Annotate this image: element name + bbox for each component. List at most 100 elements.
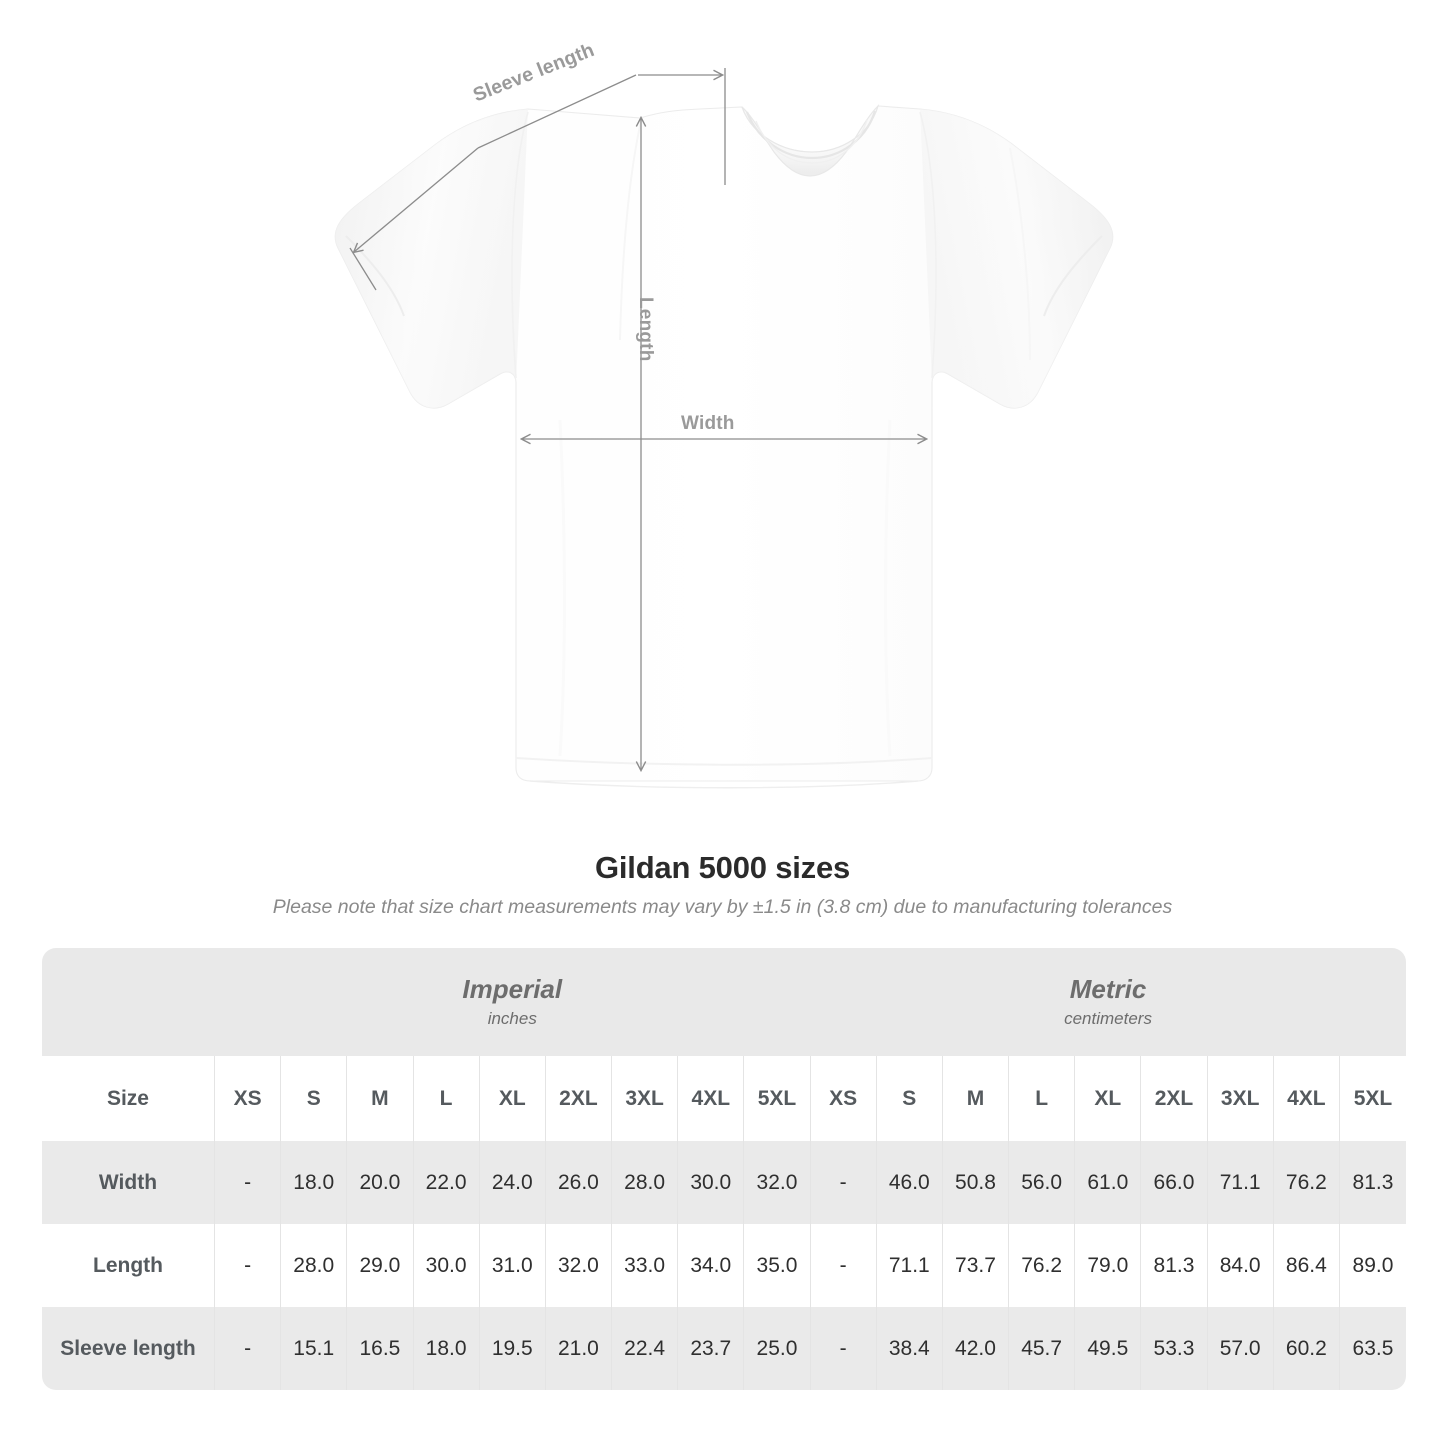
cell-length-imperial-xs: -: [213, 1224, 281, 1307]
unit-band-row: Imperial inches Metric centimeters: [42, 948, 1406, 1056]
cell-sleeve-imperial-xl: 19.5: [478, 1307, 546, 1390]
cell-length-imperial-s: 28.0: [280, 1224, 347, 1307]
cell-sleeve-imperial-4xl: 23.7: [677, 1307, 744, 1390]
size-col-metric-l: L: [1008, 1056, 1075, 1141]
cell-width-imperial-4xl: 30.0: [677, 1141, 744, 1224]
cell-width-imperial-xl: 24.0: [478, 1141, 546, 1224]
cell-length-metric-s: 71.1: [875, 1224, 943, 1307]
cell-sleeve-metric-m: 42.0: [941, 1307, 1009, 1390]
cell-sleeve-imperial-5xl: 25.0: [743, 1307, 811, 1390]
cell-length-imperial-xl: 31.0: [478, 1224, 546, 1307]
size-col-imperial-s: S: [280, 1056, 347, 1141]
unit-imperial-name: Imperial: [462, 973, 563, 1004]
cell-sleeve-imperial-xs: -: [213, 1307, 281, 1390]
cell-width-metric-xs: -: [809, 1141, 877, 1224]
cell-width-imperial-5xl: 32.0: [743, 1141, 811, 1224]
cell-length-metric-3xl: 84.0: [1206, 1224, 1274, 1307]
cell-sleeve-metric-s: 38.4: [875, 1307, 943, 1390]
size-chart-table: Imperial inches Metric centimeters Size …: [42, 948, 1406, 1390]
size-col-imperial-5xl: 5XL: [743, 1056, 811, 1141]
cell-sleeve-metric-5xl: 63.5: [1338, 1307, 1406, 1390]
table-row: Length - 28.0 29.0 30.0 31.0 32.0 33.0 3…: [42, 1224, 1406, 1307]
cell-length-imperial-l: 30.0: [412, 1224, 480, 1307]
cell-width-imperial-3xl: 28.0: [611, 1141, 678, 1224]
cell-length-imperial-4xl: 34.0: [677, 1224, 744, 1307]
size-col-metric-xl: XL: [1074, 1056, 1141, 1141]
tshirt-silhouette: [334, 103, 1114, 789]
unit-metric-sub: centimeters: [1064, 1009, 1152, 1029]
size-col-imperial-3xl: 3XL: [611, 1056, 678, 1141]
unit-band-corner-left: [42, 948, 215, 1056]
cell-length-metric-l: 76.2: [1008, 1224, 1075, 1307]
size-col-metric-4xl: 4XL: [1272, 1056, 1340, 1141]
cell-length-metric-2xl: 81.3: [1140, 1224, 1208, 1307]
cell-width-metric-5xl: 81.3: [1338, 1141, 1406, 1224]
unit-group-metric: Metric centimeters: [810, 948, 1406, 1056]
cell-width-imperial-m: 20.0: [346, 1141, 413, 1224]
cell-width-metric-s: 46.0: [875, 1141, 943, 1224]
size-col-metric-2xl: 2XL: [1140, 1056, 1208, 1141]
cell-width-metric-4xl: 76.2: [1272, 1141, 1340, 1224]
cell-length-metric-xl: 79.0: [1074, 1224, 1141, 1307]
cell-width-metric-3xl: 71.1: [1206, 1141, 1274, 1224]
cell-length-metric-m: 73.7: [941, 1224, 1009, 1307]
measurement-lines: [349, 68, 926, 770]
size-col-metric-xs: XS: [809, 1056, 877, 1141]
cell-width-metric-m: 50.8: [941, 1141, 1009, 1224]
cell-length-imperial-3xl: 33.0: [611, 1224, 678, 1307]
row-label-sleeve-length: Sleeve length: [42, 1307, 215, 1390]
cell-sleeve-imperial-2xl: 21.0: [544, 1307, 612, 1390]
cell-length-metric-5xl: 89.0: [1338, 1224, 1406, 1307]
cell-length-metric-4xl: 86.4: [1272, 1224, 1340, 1307]
cell-sleeve-metric-2xl: 53.3: [1140, 1307, 1208, 1390]
table-row: Width - 18.0 20.0 22.0 24.0 26.0 28.0 30…: [42, 1141, 1406, 1224]
cell-width-metric-2xl: 66.0: [1140, 1141, 1208, 1224]
cell-sleeve-imperial-s: 15.1: [280, 1307, 347, 1390]
table-row: Sleeve length - 15.1 16.5 18.0 19.5 21.0…: [42, 1307, 1406, 1390]
unit-imperial-sub: inches: [487, 1009, 537, 1029]
size-col-imperial-l: L: [412, 1056, 480, 1141]
row-label-width: Width: [42, 1141, 215, 1224]
cell-width-metric-l: 56.0: [1008, 1141, 1075, 1224]
cell-sleeve-imperial-3xl: 22.4: [611, 1307, 678, 1390]
size-header-row: Size XS S M L XL 2XL 3XL 4XL 5XL XS S M …: [42, 1056, 1406, 1141]
cell-sleeve-metric-3xl: 57.0: [1206, 1307, 1274, 1390]
unit-metric-name: Metric: [1069, 973, 1147, 1004]
size-col-imperial-m: M: [346, 1056, 413, 1141]
cell-length-imperial-5xl: 35.0: [743, 1224, 811, 1307]
cell-sleeve-metric-l: 45.7: [1008, 1307, 1075, 1390]
cell-width-imperial-l: 22.0: [412, 1141, 480, 1224]
cell-sleeve-imperial-l: 18.0: [412, 1307, 480, 1390]
size-col-imperial-xl: XL: [478, 1056, 546, 1141]
width-label: Width: [681, 413, 735, 434]
cell-width-imperial-s: 18.0: [280, 1141, 347, 1224]
cell-sleeve-metric-xl: 49.5: [1074, 1307, 1141, 1390]
size-chart-table-wrapper: Imperial inches Metric centimeters Size …: [42, 948, 1406, 1390]
size-col-imperial-xs: XS: [213, 1056, 281, 1141]
size-col-imperial-4xl: 4XL: [677, 1056, 744, 1141]
size-col-metric-s: S: [875, 1056, 943, 1141]
cell-width-imperial-xs: -: [213, 1141, 281, 1224]
tshirt-measurement-diagram: Sleeve length Length Width: [334, 39, 1114, 789]
cell-sleeve-metric-4xl: 60.2: [1272, 1307, 1340, 1390]
unit-group-imperial: Imperial inches: [214, 948, 811, 1056]
page-title: Gildan 5000 sizes: [594, 850, 851, 885]
cell-length-imperial-m: 29.0: [346, 1224, 413, 1307]
cell-sleeve-metric-xs: -: [809, 1307, 877, 1390]
cell-sleeve-imperial-m: 16.5: [346, 1307, 413, 1390]
cell-width-imperial-2xl: 26.0: [544, 1141, 612, 1224]
row-label-length: Length: [42, 1224, 215, 1307]
column-header-size: Size: [42, 1056, 215, 1141]
cell-length-metric-xs: -: [809, 1224, 877, 1307]
size-col-metric-3xl: 3XL: [1206, 1056, 1274, 1141]
size-col-metric-5xl: 5XL: [1338, 1056, 1406, 1141]
tolerance-note: Please note that size chart measurements…: [272, 896, 1173, 918]
size-col-metric-m: M: [941, 1056, 1009, 1141]
sleeve-length-dimension: [349, 68, 726, 291]
tshirt-illustration: [334, 68, 1114, 789]
length-label: Length: [635, 297, 656, 362]
cell-width-metric-xl: 61.0: [1074, 1141, 1141, 1224]
size-col-imperial-2xl: 2XL: [544, 1056, 612, 1141]
cell-length-imperial-2xl: 32.0: [544, 1224, 612, 1307]
